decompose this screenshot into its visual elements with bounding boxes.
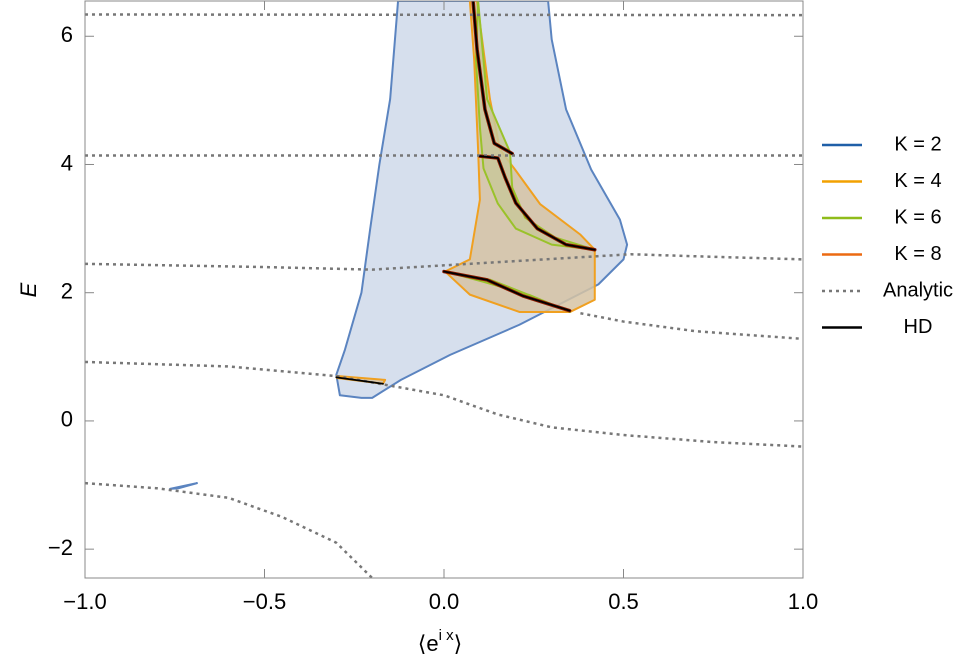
x-tick-label: 1.0 [788, 589, 819, 614]
y-tick-label: −2 [48, 535, 73, 560]
legend-label: HD [904, 316, 933, 338]
curve [443, 270, 571, 312]
legend-label: Analytic [883, 279, 953, 301]
plot-area [85, 1, 803, 578]
y-tick-label: 2 [61, 279, 73, 304]
x-tick-label: −1.0 [63, 589, 106, 614]
x-tick-label: −0.5 [243, 589, 286, 614]
curve [85, 252, 803, 271]
legend-label: K = 6 [894, 206, 941, 228]
legend-label: K = 8 [894, 243, 941, 265]
curve [478, 155, 596, 251]
curve [85, 360, 803, 448]
x-tick-label: 0.5 [608, 589, 639, 614]
curve [472, 1, 514, 155]
y-tick-label: 6 [61, 22, 73, 47]
y-tick-label: 0 [61, 407, 73, 432]
x-axis-label: ⟨ei x⟩ [418, 627, 462, 656]
curve [335, 376, 384, 385]
x-tick-label: 0.0 [429, 589, 460, 614]
y-tick-label: 4 [61, 150, 73, 175]
curve [85, 13, 803, 17]
legend-label: K = 2 [894, 133, 941, 155]
region [169, 482, 199, 490]
curve [580, 311, 803, 341]
legend-label: K = 4 [894, 170, 941, 192]
curve [85, 481, 374, 578]
y-axis-label: E [16, 282, 41, 297]
